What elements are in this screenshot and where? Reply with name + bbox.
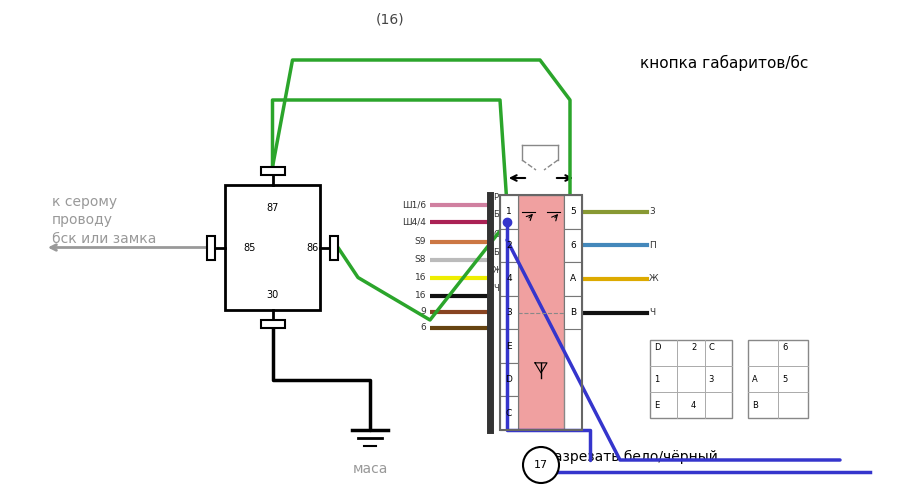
Text: E: E	[654, 400, 659, 409]
Text: S8: S8	[414, 256, 426, 265]
Bar	[225, 185, 320, 310]
Bar	[330, 235, 338, 260]
Text: к серому
проводу
бск или замка: к серому проводу бск или замка	[52, 195, 157, 246]
Text: C: C	[709, 344, 714, 353]
Text: БЧ: БЧ	[493, 210, 505, 219]
Text: (16): (16)	[376, 12, 404, 26]
Text: 6: 6	[420, 324, 426, 333]
Bar	[500, 262, 518, 296]
Text: 5: 5	[571, 207, 576, 216]
Text: D: D	[506, 375, 512, 384]
Bar	[518, 195, 564, 430]
Text: О: О	[493, 230, 500, 239]
Text: 85: 85	[243, 242, 256, 253]
Bar	[500, 329, 518, 363]
Bar	[260, 320, 285, 328]
Bar	[748, 340, 808, 418]
Text: 4: 4	[691, 400, 696, 409]
Text: 2: 2	[691, 344, 696, 353]
Bar	[207, 235, 215, 260]
Bar	[500, 228, 518, 262]
Bar	[564, 195, 582, 228]
Text: кнопка габаритов/бс: кнопка габаритов/бс	[640, 55, 808, 71]
Text: Ш1/6: Ш1/6	[402, 200, 426, 209]
Text: 3: 3	[709, 375, 714, 383]
Text: A: A	[570, 275, 576, 284]
Text: Ж: Ж	[493, 266, 502, 275]
Circle shape	[523, 447, 559, 483]
Text: Ч: Ч	[493, 284, 499, 293]
Text: 5: 5	[782, 375, 787, 383]
Text: 1: 1	[506, 207, 511, 216]
Bar	[500, 296, 518, 329]
Text: 17: 17	[534, 460, 548, 470]
Bar	[564, 262, 582, 296]
Text: A: A	[752, 375, 758, 383]
Text: Ж: Ж	[649, 275, 659, 284]
Text: 4: 4	[506, 275, 511, 284]
Bar	[500, 363, 518, 396]
Bar	[564, 296, 582, 329]
Text: E: E	[506, 342, 511, 351]
Text: разрезать бело/чёрный: разрезать бело/чёрный	[545, 450, 718, 464]
Text: 6: 6	[782, 344, 787, 353]
Text: 16: 16	[414, 292, 426, 301]
Text: 16: 16	[414, 274, 426, 283]
Text: Р: Р	[493, 193, 498, 202]
Text: Б: Б	[493, 248, 499, 257]
Text: C: C	[506, 409, 512, 418]
Text: П: П	[649, 241, 656, 250]
Text: 1: 1	[654, 375, 659, 383]
Text: 3: 3	[649, 207, 655, 216]
Text: 87: 87	[267, 203, 278, 213]
Text: 86: 86	[306, 242, 318, 253]
Text: 6: 6	[571, 241, 576, 250]
Text: 9: 9	[420, 308, 426, 317]
Bar	[564, 228, 582, 262]
Text: 3: 3	[506, 308, 511, 317]
Text: B: B	[570, 308, 576, 317]
Text: 30: 30	[267, 290, 278, 300]
Bar	[260, 167, 285, 175]
Text: Ш4/4: Ш4/4	[402, 217, 426, 226]
Bar	[650, 340, 732, 418]
Text: 2: 2	[506, 241, 511, 250]
Bar	[500, 396, 518, 430]
Text: S9: S9	[414, 237, 426, 246]
Bar	[500, 195, 582, 430]
Bar	[500, 195, 518, 228]
Text: D: D	[654, 344, 661, 353]
Text: Ч: Ч	[649, 308, 655, 317]
Text: B: B	[752, 400, 758, 409]
Text: маса: маса	[352, 462, 388, 476]
